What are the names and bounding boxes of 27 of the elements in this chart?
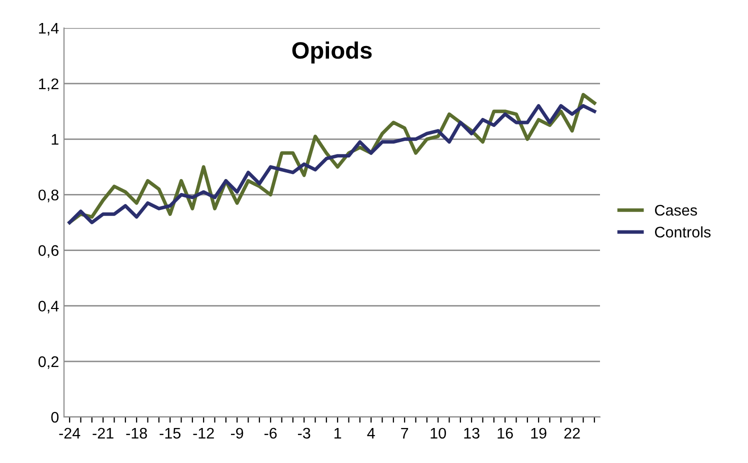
text: Opiods xyxy=(292,41,372,64)
x-tick-label: 19 xyxy=(531,428,546,439)
x-tick-label: 22 xyxy=(564,428,580,438)
x-tick-label: 13 xyxy=(464,428,480,439)
y-tick-label: 1,2 xyxy=(39,78,58,92)
x-tick-label: -6 xyxy=(264,428,277,439)
y-tick-label: 1 xyxy=(52,134,58,145)
y-tick-label: 0,4 xyxy=(38,300,59,314)
x-tick-label: 1 xyxy=(334,428,342,438)
x-tick-label: -24 xyxy=(59,428,80,438)
x-tick-label: -12 xyxy=(193,428,214,438)
x-tick-label: -9 xyxy=(230,428,244,439)
legend-label: Controls xyxy=(655,226,711,238)
x-tick-label: -3 xyxy=(298,428,310,439)
y-tick-label: 0,6 xyxy=(38,245,58,258)
y-tick-label: 0 xyxy=(51,412,59,423)
x-tick-label: -15 xyxy=(160,428,180,439)
legend-label: Cases xyxy=(655,204,697,216)
x-tick-label: 4 xyxy=(367,428,375,438)
x-tick-label: -18 xyxy=(126,428,147,439)
y-tick-label: 1,4 xyxy=(39,23,59,36)
x-tick-label: -21 xyxy=(92,428,114,438)
x-tick-label: 7 xyxy=(401,428,408,438)
y-tick-label: 0,2 xyxy=(38,356,58,369)
x-tick-label: 16 xyxy=(498,428,513,439)
y-tick-label: 0,8 xyxy=(38,190,58,202)
x-tick-label: 10 xyxy=(430,428,446,439)
